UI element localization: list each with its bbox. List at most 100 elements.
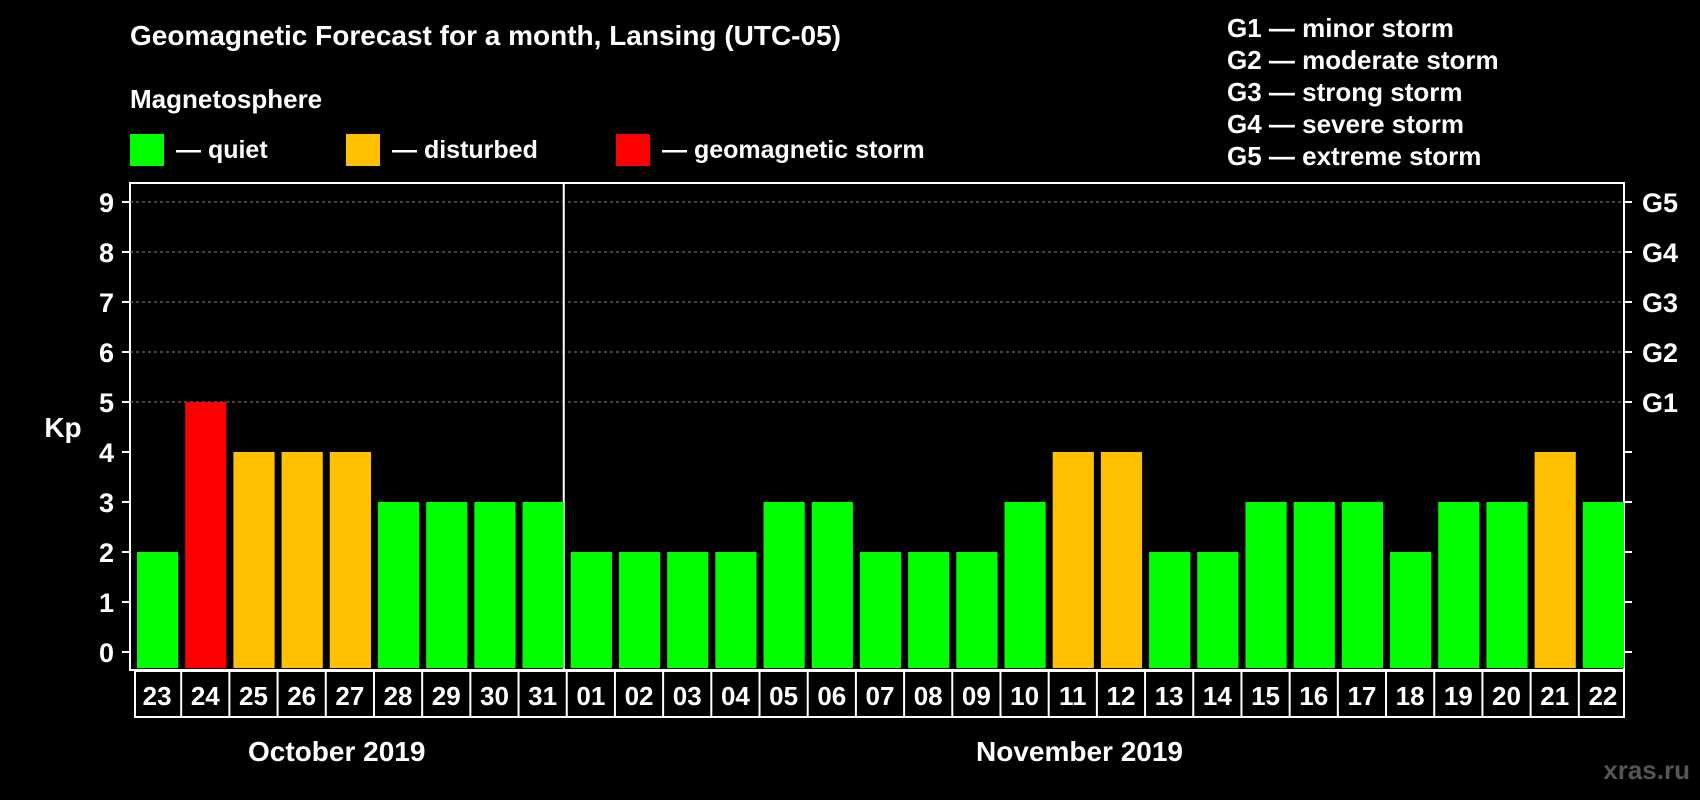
bar: [1438, 502, 1480, 668]
x-tick-label: 05: [769, 681, 798, 711]
bar: [233, 452, 275, 668]
bar: [1390, 552, 1432, 668]
g-scale-item: G2 — moderate storm: [1227, 45, 1499, 75]
x-tick-label: 23: [143, 681, 172, 711]
bar: [908, 552, 950, 668]
bar: [474, 502, 516, 668]
bar: [137, 552, 179, 668]
bar: [618, 552, 661, 668]
y-tick-label: 8: [99, 238, 114, 268]
right-tick-label: G2: [1642, 338, 1678, 368]
x-tick-label: 28: [384, 681, 413, 711]
y-tick-label: 5: [99, 388, 114, 418]
g-scale-item: G1 — minor storm: [1227, 13, 1454, 43]
legend-label-quiet: — quiet: [176, 135, 268, 164]
bar: [1486, 502, 1528, 668]
month-label-november: November 2019: [976, 736, 1184, 767]
legend-label-disturbed: — disturbed: [392, 135, 538, 164]
watermark: xras.ru: [1603, 755, 1690, 785]
bar: [1582, 502, 1624, 668]
bar: [1197, 552, 1239, 668]
bar: [522, 502, 564, 668]
g-scale-item: G5 — extreme storm: [1227, 141, 1482, 171]
bar: [570, 552, 612, 668]
x-tick-label: 12: [1107, 681, 1136, 711]
bar: [1004, 502, 1046, 668]
x-tick-label: 03: [673, 681, 702, 711]
legend-swatch-disturbed: [346, 134, 380, 166]
bar: [1149, 552, 1191, 668]
x-tick-label: 20: [1492, 681, 1521, 711]
x-tick-label: 24: [191, 681, 220, 711]
bar: [1100, 452, 1143, 668]
x-tick-label: 07: [866, 681, 895, 711]
x-tick-label: 04: [721, 681, 750, 711]
bar: [1293, 502, 1335, 668]
bar: [377, 502, 420, 668]
y-tick-label: 7: [99, 288, 114, 318]
bar: [185, 402, 227, 668]
x-tick-label: 06: [817, 681, 846, 711]
bar: [667, 552, 709, 668]
x-tick-label: 22: [1588, 681, 1617, 711]
bar: [1245, 502, 1287, 668]
y-tick-label: 4: [99, 438, 114, 468]
bar: [426, 502, 468, 668]
y-tick-label: 9: [99, 188, 114, 218]
x-tick-label: 31: [528, 681, 557, 711]
bar: [281, 452, 323, 668]
legend-heading: Magnetosphere: [130, 84, 323, 114]
x-tick-label: 18: [1396, 681, 1425, 711]
bar: [329, 452, 371, 668]
bar: [1052, 452, 1094, 668]
x-tick-label: 02: [625, 681, 654, 711]
x-tick-label: 14: [1203, 681, 1232, 711]
bar: [811, 502, 853, 668]
x-tick-label: 10: [1010, 681, 1039, 711]
bar: [715, 552, 757, 668]
x-tick-label: 19: [1444, 681, 1473, 711]
y-tick-label: 1: [99, 588, 114, 618]
legend-label-storm: — geomagnetic storm: [662, 135, 925, 164]
right-tick-label: G3: [1642, 288, 1678, 318]
legend-item-storm: — geomagnetic storm: [616, 134, 925, 166]
x-tick-label: 01: [576, 681, 605, 711]
x-tick-label: 30: [480, 681, 509, 711]
date-row: [134, 670, 1625, 718]
legend-item-disturbed: — disturbed: [346, 134, 538, 166]
month-label-october: October 2019: [248, 736, 426, 767]
g-scale-legend: G1 — minor storm G2 — moderate storm G3 …: [1227, 12, 1499, 172]
bar: [956, 552, 998, 668]
y-axis-label: Kp: [44, 412, 81, 443]
y-tick-label: 2: [99, 538, 114, 568]
right-tick-label: G1: [1642, 388, 1678, 418]
x-tick-label: 13: [1155, 681, 1184, 711]
bar: [859, 552, 902, 668]
right-tick-label: G4: [1642, 238, 1678, 268]
g-scale-item: G3 — strong storm: [1227, 77, 1463, 107]
legend-swatch-quiet: [130, 134, 164, 166]
x-tick-label: 25: [239, 681, 268, 711]
x-tick-label: 29: [432, 681, 461, 711]
x-tick-label: 16: [1299, 681, 1328, 711]
x-tick-label: 27: [335, 681, 364, 711]
x-tick-label: 26: [287, 681, 316, 711]
g-scale-item: G4 — severe storm: [1227, 109, 1465, 139]
bar: [1534, 452, 1576, 668]
x-tick-label: 15: [1251, 681, 1280, 711]
bar: [1341, 502, 1384, 668]
x-tick-label: 08: [914, 681, 943, 711]
y-tick-label: 0: [99, 638, 114, 668]
x-tick-label: 21: [1540, 681, 1569, 711]
page-title: Geomagnetic Forecast for a month, Lansin…: [130, 20, 841, 51]
y-tick-label: 3: [99, 488, 114, 518]
right-tick-label: G5: [1642, 188, 1678, 218]
bar: [763, 502, 805, 668]
legend-item-quiet: — quiet: [130, 134, 268, 166]
x-tick-label: 09: [962, 681, 991, 711]
y-tick-label: 6: [99, 338, 114, 368]
x-tick-label: 17: [1347, 681, 1376, 711]
legend-swatch-storm: [616, 134, 650, 166]
x-tick-label: 11: [1059, 681, 1087, 711]
